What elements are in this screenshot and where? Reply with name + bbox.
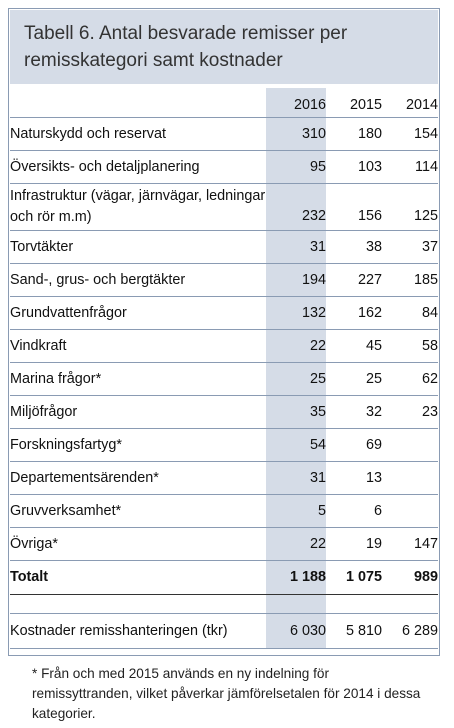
row-value-2016: 22 [266,329,326,363]
row-value-2014: 23 [382,395,438,429]
row-value-2014: 147 [382,527,438,561]
row-value-2015: 38 [326,230,382,264]
row-value-2014: 58 [382,329,438,363]
row-label: Infrastruktur (vägar, järnvägar, ledning… [10,183,266,231]
row-value-2014: 62 [382,362,438,396]
row-value-2014: 114 [382,150,438,184]
table-title-box: Tabell 6. Antal besvarade remisser per r… [10,10,438,84]
table-row: Departementsärenden* 31 13 [10,461,438,495]
row-value-2015: 103 [326,150,382,184]
table-row: Grundvattenfrågor 132 162 84 [10,296,438,330]
row-label: Vindkraft [10,329,266,363]
row-value-2016: 31 [266,230,326,264]
table-row: Torvtäkter 31 38 37 [10,230,438,264]
table-row: Infrastruktur (vägar, järnvägar, ledning… [10,183,438,231]
table-row: Forskningsfartyg* 54 69 [10,428,438,462]
spacer-row-2 [10,594,438,614]
row-label: Departementsärenden* [10,461,266,495]
row-value-2014 [382,494,438,528]
row-label: Torvtäkter [10,230,266,264]
row-value-2015: 6 [326,494,382,528]
footnote: * Från och med 2015 används en ny indeln… [32,666,421,721]
row-value-2016: 232 [266,183,326,231]
row-label: Forskningsfartyg* [10,428,266,462]
row-value-2016: 22 [266,527,326,561]
cost-2014: 6 289 [382,613,438,649]
row-label: Miljöfrågor [10,395,266,429]
table-frame [8,8,440,656]
table-title: Tabell 6. Antal besvarade remisser per r… [24,23,348,71]
row-value-2014: 84 [382,296,438,330]
table-row: Naturskydd och reservat 310 180 154 [10,117,438,151]
row-value-2016: 194 [266,263,326,297]
data-table: 2016 2015 2014 Naturskydd och reservat 31… [10,88,438,649]
row-label: Naturskydd och reservat [10,117,266,151]
cost-row: Kostnader remisshanteringen (tkr) 6 030 … [10,613,438,649]
cost-2015: 5 810 [326,613,382,649]
table-row: Översikts- och detaljplanering 95 103 114 [10,150,438,184]
row-value-2014 [382,461,438,495]
cost-2016: 6 030 [266,613,326,649]
row-value-2014: 125 [382,183,438,231]
row-value-2014: 185 [382,263,438,297]
row-value-2015: 19 [326,527,382,561]
header-row: 2016 2015 2014 [10,88,438,118]
row-label: Övriga* [10,527,266,561]
header-year-2016: 2016 [266,88,326,118]
row-label: Översikts- och detaljplanering [10,150,266,184]
row-value-2015: 32 [326,395,382,429]
row-value-2016: 95 [266,150,326,184]
row-label: Sand-, grus- och bergtäkter [10,263,266,297]
total-2014: 989 [382,560,438,595]
table-row: Gruvverksamhet* 5 6 [10,494,438,528]
table-row: Övriga* 22 19 147 [10,527,438,561]
row-value-2015: 180 [326,117,382,151]
total-label: Totalt [10,560,266,595]
row-value-2015: 45 [326,329,382,363]
cost-label: Kostnader remisshanteringen (tkr) [10,613,266,649]
row-value-2015: 25 [326,362,382,396]
row-value-2014 [382,428,438,462]
total-2015: 1 075 [326,560,382,595]
row-value-2016: 25 [266,362,326,396]
row-value-2016: 54 [266,428,326,462]
row-value-2015: 227 [326,263,382,297]
table-row: Miljöfrågor 35 32 23 [10,395,438,429]
header-empty-cell [10,88,266,118]
row-value-2015: 69 [326,428,382,462]
header-year-2015: 2015 [326,88,382,118]
row-value-2016: 5 [266,494,326,528]
row-value-2016: 132 [266,296,326,330]
row-value-2015: 13 [326,461,382,495]
total-row: Totalt 1 188 1 075 989 [10,560,438,595]
row-value-2016: 35 [266,395,326,429]
row-value-2014: 154 [382,117,438,151]
table-row: Marina frågor* 25 25 62 [10,362,438,396]
row-label: Gruvverksamhet* [10,494,266,528]
row-label: Marina frågor* [10,362,266,396]
row-value-2016: 31 [266,461,326,495]
row-label: Grundvattenfrågor [10,296,266,330]
row-value-2014: 37 [382,230,438,264]
row-value-2015: 156 [326,183,382,231]
row-value-2016: 310 [266,117,326,151]
table-row: Sand-, grus- och bergtäkter 194 227 185 [10,263,438,297]
table-row: Vindkraft 22 45 58 [10,329,438,363]
header-year-2014: 2014 [382,88,438,118]
row-value-2015: 162 [326,296,382,330]
total-2016: 1 188 [266,560,326,595]
